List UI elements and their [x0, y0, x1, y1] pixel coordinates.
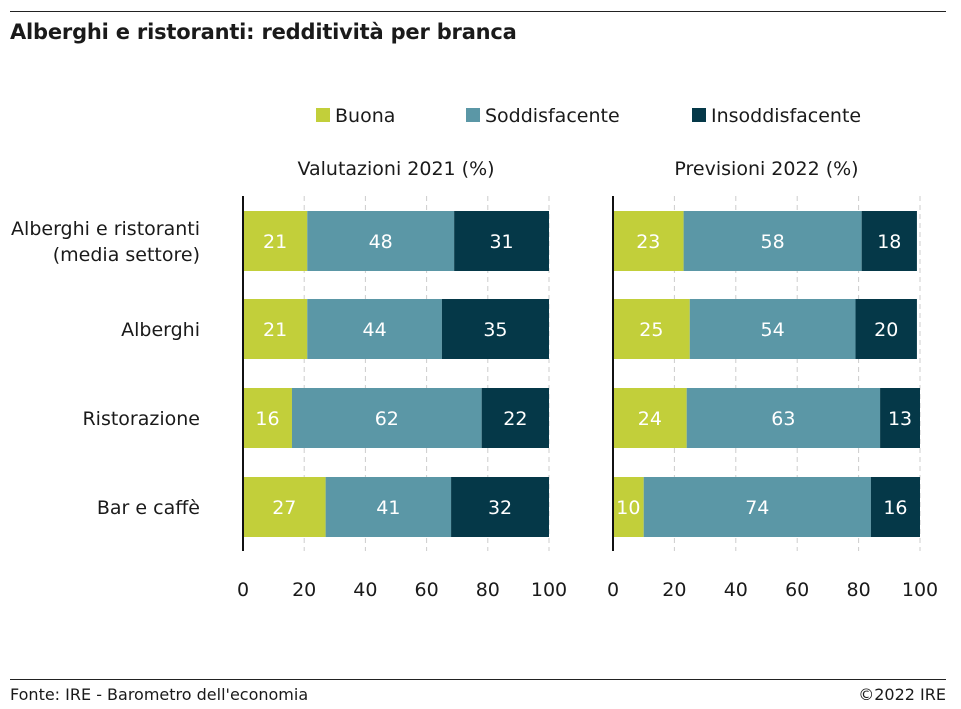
x-tick-label-p1-0: 0: [237, 579, 249, 601]
data-label-p1-row4-buona: 27: [272, 497, 296, 519]
data-label-p1-row2-buona: 21: [263, 319, 287, 341]
legend-label-3: Insoddisfacente: [711, 105, 861, 127]
x-tick-label-p2-40: 40: [724, 579, 748, 601]
x-tick-label-p1-20: 20: [292, 579, 316, 601]
bar-p2-row1-buona: [613, 211, 684, 271]
bar-p2-row2-soddisfacente: [689, 299, 856, 359]
bar-p1-row3-buona: [243, 388, 292, 448]
bar-p2-row2-buona: [613, 299, 690, 359]
bar-p2-row1-soddisfacente: [683, 211, 862, 271]
data-label-p2-row3-insoddisfacente: 13: [888, 408, 912, 430]
source-note: Fonte: IRE - Barometro dell'economia: [10, 685, 309, 704]
data-label-p2-row3-buona: 24: [638, 408, 662, 430]
legend-label-2: Soddisfacente: [485, 105, 620, 127]
bar-p1-row4-buona: [243, 477, 326, 537]
x-tick-label-p2-100: 100: [902, 579, 938, 601]
bar-p1-row3-soddisfacente: [291, 388, 482, 448]
data-label-p2-row4-insoddisfacente: 16: [883, 497, 907, 519]
bar-p2-row4-insoddisfacente: [870, 477, 920, 537]
data-label-p1-row2-soddisfacente: 44: [362, 319, 386, 341]
top-rule: [10, 11, 946, 12]
data-label-p2-row3-soddisfacente: 63: [771, 408, 795, 430]
data-label-p1-row1-soddisfacente: 48: [369, 231, 393, 253]
data-label-p2-row1-soddisfacente: 58: [761, 231, 785, 253]
panel-title-2: Previsioni 2022 (%): [674, 158, 858, 180]
chart-title: Alberghi e ristoranti: redditività per b…: [10, 20, 517, 44]
data-label-p2-row2-insoddisfacente: 20: [874, 319, 898, 341]
data-label-p1-row4-soddisfacente: 41: [376, 497, 400, 519]
category-label-3: Ristorazione: [82, 408, 200, 430]
bar-p1-row3-insoddisfacente: [481, 388, 549, 448]
bar-p1-row1-soddisfacente: [307, 211, 455, 271]
x-tick-label-p2-80: 80: [847, 579, 871, 601]
data-label-p1-row2-insoddisfacente: 35: [483, 319, 507, 341]
x-tick-label-p2-0: 0: [607, 579, 619, 601]
bar-p1-row2-buona: [243, 299, 308, 359]
data-label-p1-row4-insoddisfacente: 32: [488, 497, 512, 519]
data-label-p1-row3-insoddisfacente: 22: [503, 408, 527, 430]
bar-p2-row2-insoddisfacente: [855, 299, 917, 359]
data-label-p2-row4-soddisfacente: 74: [745, 497, 769, 519]
copyright-note: ©2022 IRE: [858, 685, 946, 704]
bar-p2-row3-buona: [613, 388, 687, 448]
data-label-p2-row1-insoddisfacente: 18: [877, 231, 901, 253]
legend-swatch-3: [692, 108, 706, 122]
legend-label-1: Buona: [335, 105, 395, 127]
bar-p1-row2-soddisfacente: [307, 299, 442, 359]
x-tick-label-p2-60: 60: [785, 579, 809, 601]
legend-swatch-2: [466, 108, 480, 122]
panel-title-1: Valutazioni 2021 (%): [297, 158, 494, 180]
data-label-p1-row1-insoddisfacente: 31: [489, 231, 513, 253]
bar-p1-row4-insoddisfacente: [451, 477, 549, 537]
category-label-1-line-2: (media settore): [53, 244, 200, 266]
bar-p1-row2-insoddisfacente: [441, 299, 549, 359]
bar-p2-row3-soddisfacente: [686, 388, 881, 448]
data-label-p2-row1-buona: 23: [636, 231, 660, 253]
x-tick-label-p1-80: 80: [476, 579, 500, 601]
bar-p1-row1-buona: [243, 211, 308, 271]
x-tick-label-p1-60: 60: [415, 579, 439, 601]
x-tick-label-p1-40: 40: [353, 579, 377, 601]
data-label-p1-row3-soddisfacente: 62: [375, 408, 399, 430]
category-label-2: Alberghi: [121, 319, 200, 341]
data-label-p1-row1-buona: 21: [263, 231, 287, 253]
x-tick-label-p1-100: 100: [531, 579, 567, 601]
bar-p1-row1-insoddisfacente: [454, 211, 549, 271]
bar-p2-row4-buona: [613, 477, 644, 537]
bar-p2-row4-soddisfacente: [643, 477, 871, 537]
data-label-p2-row4-buona: 10: [616, 497, 640, 519]
data-label-p2-row2-buona: 25: [639, 319, 663, 341]
bar-p2-row1-insoddisfacente: [861, 211, 917, 271]
bottom-rule: [10, 679, 946, 680]
bar-p2-row3-insoddisfacente: [880, 388, 920, 448]
bar-p1-row4-soddisfacente: [325, 477, 452, 537]
data-label-p2-row2-soddisfacente: 54: [761, 319, 785, 341]
x-tick-label-p2-20: 20: [662, 579, 686, 601]
legend-swatch-1: [316, 108, 330, 122]
category-label-1-line-1: Alberghi e ristoranti: [11, 218, 200, 240]
data-label-p1-row3-buona: 16: [255, 408, 279, 430]
category-label-4: Bar e caffè: [97, 497, 200, 519]
